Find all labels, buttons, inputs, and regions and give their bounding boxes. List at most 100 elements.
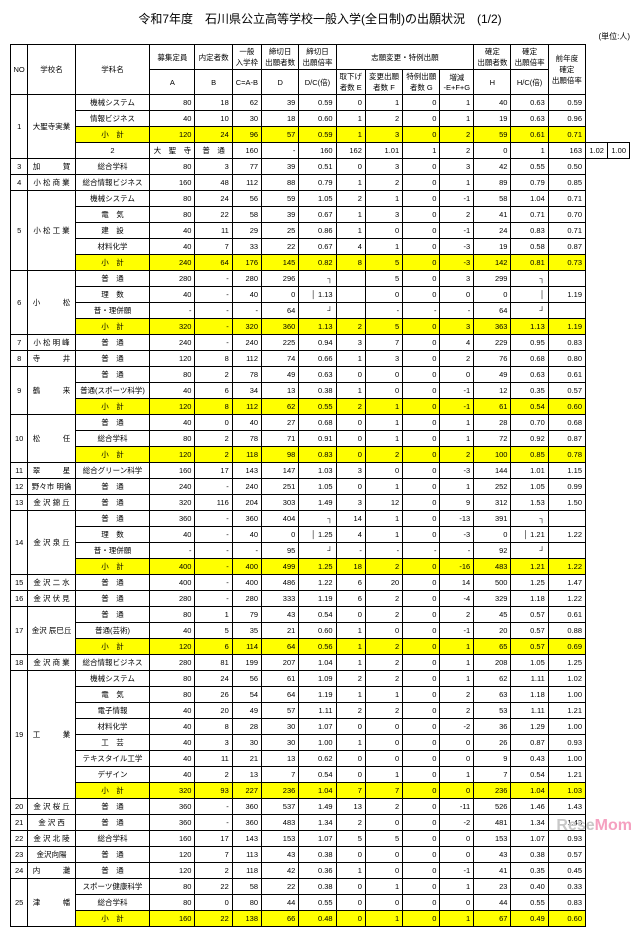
cell-value: - xyxy=(195,527,232,543)
table-row: 5小 松 工 業機械システム802456591.05210-1581.040.7… xyxy=(11,191,630,207)
cell-value: 1.07 xyxy=(511,831,548,847)
cell-value: 5 xyxy=(365,831,402,847)
cell-value: 0.67 xyxy=(299,239,336,255)
cell-value: 0.78 xyxy=(548,447,585,463)
cell-value: 229 xyxy=(474,335,511,351)
cell-value: 93 xyxy=(195,783,232,799)
table-row: 総合学科80278710.910101720.920.87 xyxy=(11,431,630,447)
cell-value: 0 xyxy=(365,367,402,383)
table-row: 18金 沢 商 業総合情報ビジネス280811992071.0412012081… xyxy=(11,655,630,671)
table-row: 8寺 井普 通1208112740.661302760.680.80 xyxy=(11,351,630,367)
cell-value: │ 1.25 xyxy=(299,527,336,543)
table-row: 普・理併願---64┘---64┘ xyxy=(11,303,630,319)
unit-label: (単位:人) xyxy=(10,31,630,42)
cell-value: 0 xyxy=(403,703,440,719)
cell-value: 1 xyxy=(336,383,365,399)
cell-value: 360 xyxy=(232,511,261,527)
cell-value: 116 xyxy=(195,495,232,511)
data-table: NO学校名学科名募集定員内定者数一般入学枠締切日出願者数締切日出願倍率志願変更・… xyxy=(10,44,630,927)
cell-value: 0.51 xyxy=(299,159,336,175)
cell-value: 400 xyxy=(150,559,195,575)
table-row: 電 気802654641.191102631.181.00 xyxy=(11,687,630,703)
col-subheader: D/C(倍) xyxy=(299,70,336,95)
cell-value: 80 xyxy=(150,207,195,223)
cell-value: 80 xyxy=(150,367,195,383)
cell-value: 0 xyxy=(440,751,474,767)
cell-value: 404 xyxy=(262,511,299,527)
cell-value: 49 xyxy=(232,703,261,719)
cell-value: 0.85 xyxy=(511,447,548,463)
cell-value: 71 xyxy=(262,431,299,447)
table-row: 1大聖寺実業機械システム801862390.590101400.630.59 xyxy=(11,95,630,111)
cell-value: 3 xyxy=(195,159,232,175)
cell-value: 0 xyxy=(403,319,440,335)
col-subheader: H/C(倍) xyxy=(511,70,548,95)
cell-value: 6 xyxy=(336,575,365,591)
cell-value: 1.11 xyxy=(299,703,336,719)
cell-value: 0 xyxy=(365,287,402,303)
cell-value: 204 xyxy=(232,495,261,511)
table-row: 普通(スポーツ科学)40634130.38100-1120.350.57 xyxy=(11,383,630,399)
cell-value: 142 xyxy=(474,255,511,271)
col-subheader: 取下げ者数 E xyxy=(336,70,365,95)
table-row: 11翠 星総合グリーン科学160171431471.03300-31441.01… xyxy=(11,463,630,479)
cell-dept: 小 計 xyxy=(75,319,149,335)
cell-value: 360 xyxy=(232,799,261,815)
cell-value: 3 xyxy=(440,159,474,175)
col-subheader: A xyxy=(150,70,195,95)
cell-value: 0 xyxy=(403,655,440,671)
cell-value: 0 xyxy=(403,95,440,111)
cell-value: 0 xyxy=(365,463,402,479)
cell-value: 2 xyxy=(365,639,402,655)
cell-value: 0 xyxy=(403,495,440,511)
cell-value: 118 xyxy=(232,863,261,879)
cell-value: 41 xyxy=(474,863,511,879)
cell-school: 寺 井 xyxy=(28,351,76,367)
cell-value: 1.07 xyxy=(299,831,336,847)
cell-value: 7 xyxy=(474,767,511,783)
cell-value: 11 xyxy=(195,223,232,239)
cell-value: 400 xyxy=(232,559,261,575)
cell-value: -3 xyxy=(440,463,474,479)
cell-value: 0 xyxy=(440,895,474,911)
cell-no: 16 xyxy=(11,591,28,607)
cell-value: 0 xyxy=(403,191,440,207)
cell-value: 0 xyxy=(403,399,440,415)
cell-value: 2 xyxy=(440,687,474,703)
cell-value: 0.38 xyxy=(511,847,548,863)
cell-value: 78 xyxy=(232,367,261,383)
cell-value: 81 xyxy=(195,655,232,671)
cell-value: 7 xyxy=(336,783,365,799)
cell-school: 小 松 xyxy=(28,271,76,335)
table-row: 普・理併願---95┘----92┘ xyxy=(11,543,630,559)
cell-value: 0.57 xyxy=(548,847,585,863)
cell-value: 30 xyxy=(232,735,261,751)
cell-value: 76 xyxy=(474,351,511,367)
cell-value: 1 xyxy=(440,479,474,495)
cell-value: - xyxy=(262,143,299,159)
cell-value xyxy=(548,271,585,287)
cell-value: 1.50 xyxy=(548,495,585,511)
cell-value: 1.19 xyxy=(299,687,336,703)
cell-value: 49 xyxy=(474,367,511,383)
cell-value: 1 xyxy=(336,207,365,223)
cell-value: - xyxy=(365,543,402,559)
cell-value: 2 xyxy=(440,447,474,463)
cell-value: 240 xyxy=(150,479,195,495)
cell-value: 0.36 xyxy=(299,863,336,879)
cell-value: 0 xyxy=(336,479,365,495)
watermark: ReseMom xyxy=(556,817,632,835)
cell-value: 0.33 xyxy=(548,879,585,895)
cell-no: 24 xyxy=(11,863,28,879)
cell-value: 0 xyxy=(403,127,440,143)
cell-no: 2 xyxy=(75,143,149,159)
cell-value: 329 xyxy=(474,591,511,607)
cell-value: 0 xyxy=(403,783,440,799)
cell-value: 0.55 xyxy=(299,399,336,415)
cell-value: ┘ xyxy=(299,303,336,319)
table-row: 建 設401129250.86100-1240.830.71 xyxy=(11,223,630,239)
cell-value: 0.63 xyxy=(511,367,548,383)
cell-value xyxy=(336,287,365,303)
cell-value: 0 xyxy=(262,287,299,303)
cell-dept: 工 芸 xyxy=(75,735,149,751)
